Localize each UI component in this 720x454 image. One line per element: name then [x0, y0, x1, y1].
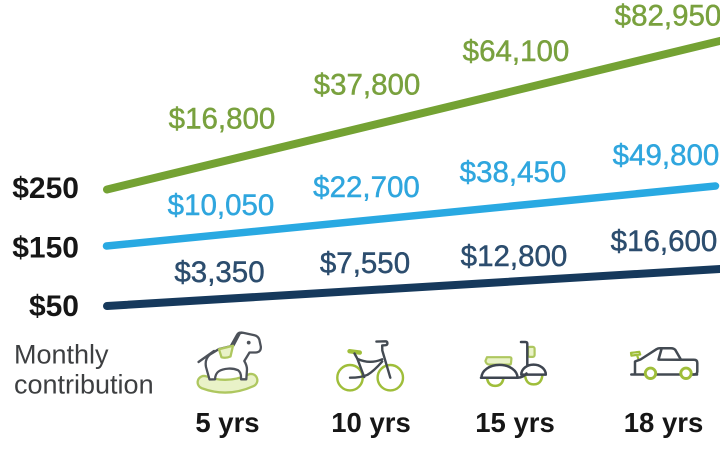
svg-text:contribution: contribution [14, 370, 154, 400]
svg-text:15 yrs: 15 yrs [475, 407, 555, 438]
svg-text:$82,950: $82,950 [615, 0, 720, 33]
svg-text:$3,350: $3,350 [174, 256, 264, 289]
svg-text:5 yrs: 5 yrs [195, 407, 259, 438]
svg-text:$22,700: $22,700 [313, 171, 420, 204]
svg-text:$10,050: $10,050 [168, 189, 275, 222]
svg-text:$150: $150 [12, 232, 79, 265]
svg-text:$7,550: $7,550 [320, 247, 410, 280]
svg-text:$16,800: $16,800 [169, 103, 276, 136]
svg-text:18 yrs: 18 yrs [624, 407, 704, 438]
svg-text:$250: $250 [12, 172, 79, 205]
svg-text:$49,800: $49,800 [613, 139, 720, 172]
svg-text:Monthly: Monthly [14, 340, 109, 370]
svg-text:$64,100: $64,100 [463, 35, 570, 68]
svg-text:$16,600: $16,600 [611, 225, 718, 258]
svg-text:$38,450: $38,450 [460, 156, 567, 189]
svg-text:$50: $50 [29, 290, 79, 323]
svg-text:10 yrs: 10 yrs [331, 407, 411, 438]
svg-text:$12,800: $12,800 [461, 240, 568, 273]
svg-text:$37,800: $37,800 [314, 69, 421, 102]
